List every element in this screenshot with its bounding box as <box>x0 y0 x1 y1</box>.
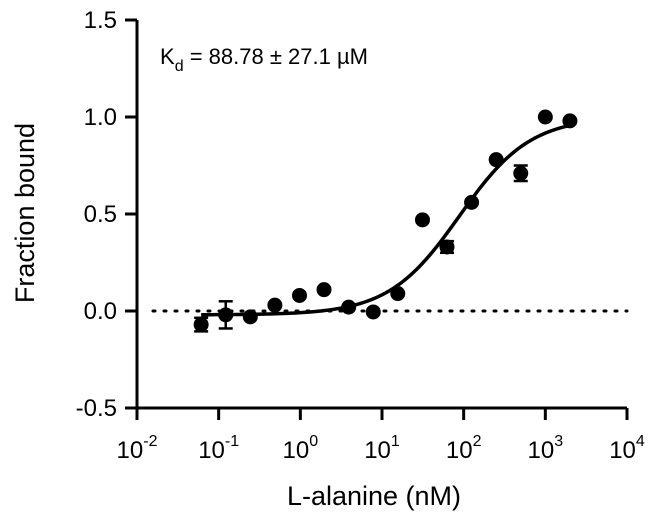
x-tick-label: 10-1 <box>198 433 239 464</box>
point-marker <box>193 317 209 333</box>
y-tick-label: 1.0 <box>84 104 117 131</box>
y-tick-label: -0.5 <box>76 395 117 422</box>
point-marker <box>562 113 578 129</box>
kd-symbol: K <box>160 44 175 69</box>
x-tick-base: 10 <box>117 437 144 464</box>
point-marker <box>267 297 283 313</box>
x-tick-exponent: -1 <box>225 433 239 450</box>
y-tick-label: 1.5 <box>84 7 117 34</box>
y-tick-label: 0.5 <box>84 201 117 228</box>
x-tick-label: 103 <box>528 433 564 464</box>
data-point <box>513 164 529 183</box>
point-marker <box>537 109 553 125</box>
kd-annotation: Kd = 88.78 ± 27.1 µM <box>160 44 368 75</box>
data-point <box>218 300 234 330</box>
point-marker <box>365 304 381 320</box>
x-tick-exponent: 4 <box>636 433 645 450</box>
point-marker <box>242 309 258 325</box>
data-point <box>562 113 578 129</box>
x-tick-label: 10-2 <box>117 433 158 464</box>
x-tick-label: 102 <box>446 433 482 464</box>
point-marker <box>316 282 332 298</box>
x-tick-exponent: 1 <box>391 433 400 450</box>
point-marker <box>218 307 234 323</box>
x-tick-base: 10 <box>446 437 473 464</box>
data-point <box>316 282 332 298</box>
y-axis-ticks: -0.5 0.0 0.5 1.0 1.5 <box>76 7 137 422</box>
y-tick-label: 0.0 <box>84 298 117 325</box>
x-tick-exponent: 3 <box>554 433 563 450</box>
data-points <box>193 109 578 333</box>
y-axis-label: Fraction bound <box>10 123 40 303</box>
data-point <box>292 287 308 303</box>
point-marker <box>292 287 308 303</box>
x-tick-label: 100 <box>283 433 319 464</box>
x-tick-exponent: 2 <box>473 433 482 450</box>
point-marker <box>414 212 430 228</box>
point-marker <box>488 152 504 168</box>
data-point <box>464 194 480 210</box>
point-marker <box>464 194 480 210</box>
x-tick-base: 10 <box>364 437 391 464</box>
data-point <box>390 286 406 302</box>
kd-subscript: d <box>175 58 184 75</box>
data-point <box>537 109 553 125</box>
x-tick-base: 10 <box>528 437 555 464</box>
point-marker <box>439 239 455 255</box>
x-tick-label: 104 <box>609 433 645 464</box>
x-tick-base: 10 <box>609 437 636 464</box>
data-point <box>267 297 283 313</box>
x-axis-ticks: 10-2 10-1 100 101 102 103 104 <box>117 408 645 464</box>
axes <box>135 20 627 410</box>
x-tick-exponent: -2 <box>143 433 157 450</box>
fit-curve <box>201 123 571 317</box>
point-marker <box>390 286 406 302</box>
data-point <box>242 309 258 325</box>
data-point <box>414 212 430 228</box>
data-point <box>341 299 357 315</box>
x-tick-base: 10 <box>198 437 225 464</box>
kd-value: = 88.78 ± 27.1 µM <box>184 44 368 69</box>
x-tick-exponent: 0 <box>309 433 318 450</box>
data-point <box>365 304 381 320</box>
data-point <box>193 316 209 333</box>
x-axis-label: L-alanine (nM) <box>287 481 461 511</box>
x-tick-label: 101 <box>364 433 400 464</box>
x-tick-base: 10 <box>283 437 310 464</box>
data-point <box>488 152 504 168</box>
data-point <box>439 239 455 255</box>
point-marker <box>341 299 357 315</box>
point-marker <box>513 165 529 181</box>
